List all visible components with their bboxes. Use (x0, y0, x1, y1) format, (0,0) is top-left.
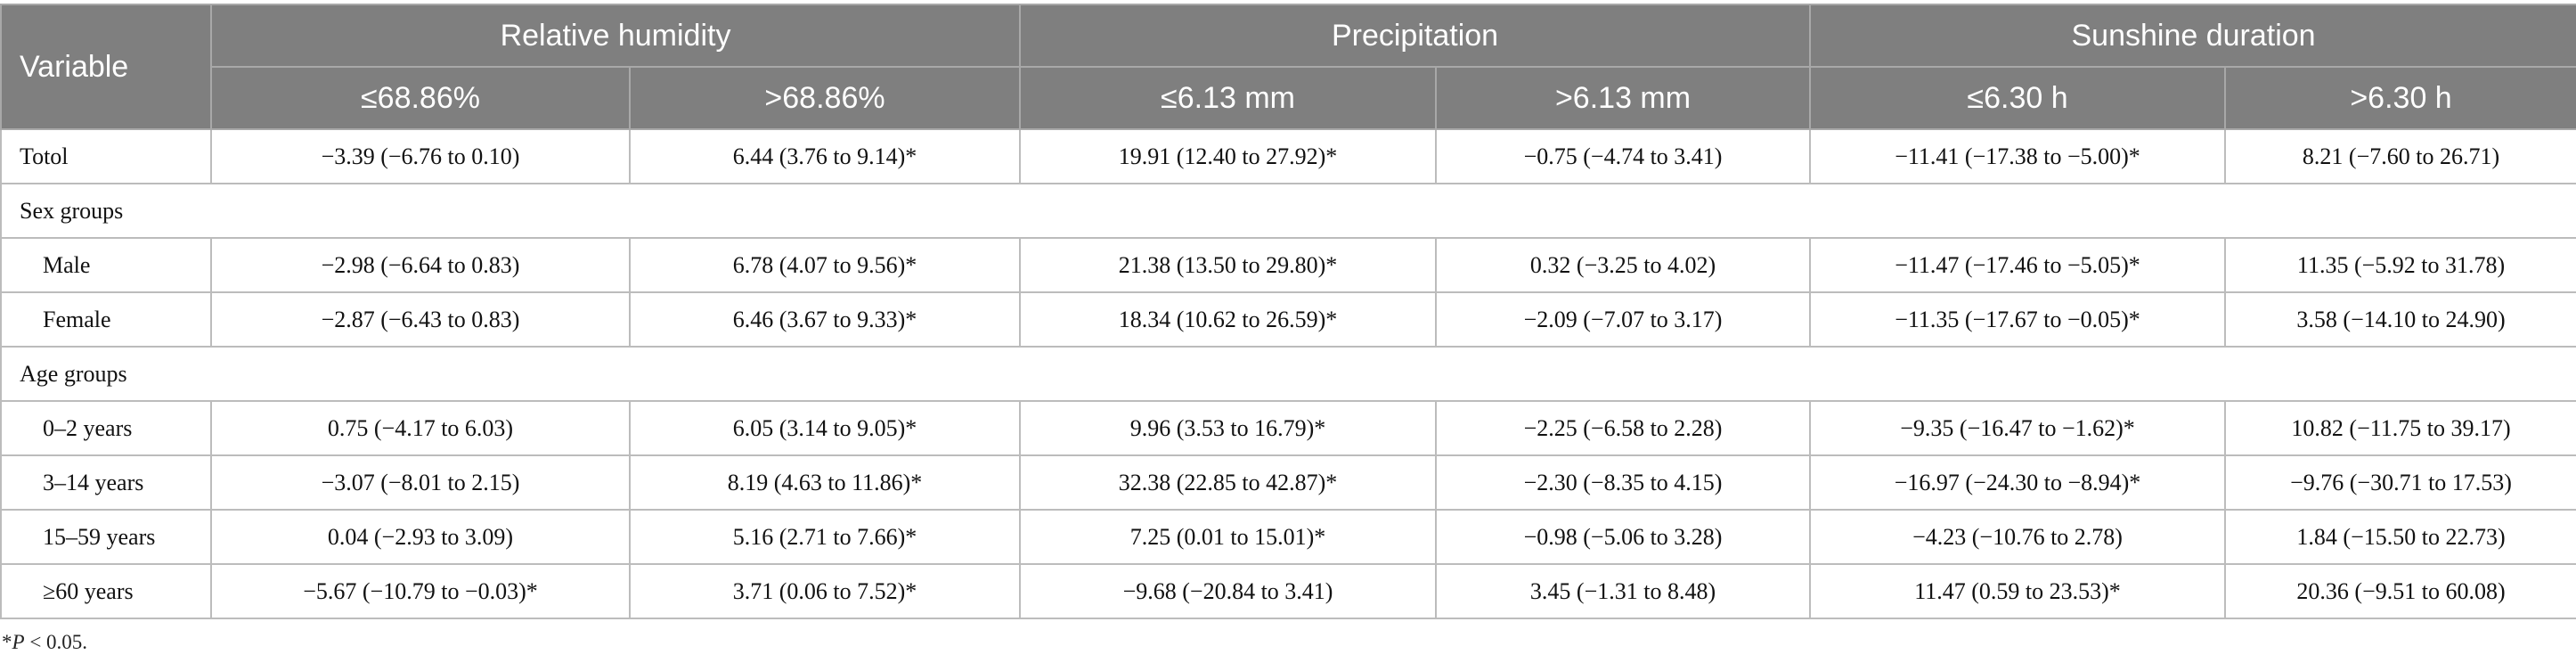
header-row-subgroups: ≤68.86% >68.86% ≤6.13 mm >6.13 mm ≤6.30 … (1, 66, 2576, 130)
row-label: Totol (0, 128, 212, 184)
table-cell: −11.35 (−17.67 to −0.05)* (1809, 291, 2227, 348)
table-cell: −11.47 (−17.46 to −5.05)* (1809, 237, 2227, 293)
table-cell: 3.45 (−1.31 to 8.48) (1435, 563, 1812, 619)
table-row: 15–59 years 0.04 (−2.93 to 3.09) 5.16 (2.7… (0, 509, 2576, 565)
table-cell: −2.09 (−7.07 to 3.17) (1435, 291, 1812, 348)
table-cell: 6.78 (4.07 to 9.56)* (628, 237, 1022, 293)
table-row: Male −2.98 (−6.64 to 0.83) 6.78 (4.07 to 9… (0, 237, 2576, 293)
table-cell: 7.25 (0.01 to 15.01)* (1019, 509, 1438, 565)
table-cell: 11.35 (−5.92 to 31.78) (2224, 237, 2576, 293)
table-cell: −2.87 (−6.43 to 0.83) (210, 291, 631, 348)
table-cell: 10.82 (−11.75 to 39.17) (2224, 400, 2576, 456)
table-cell: −3.39 (−6.76 to 0.10) (210, 128, 631, 184)
table-cell: −2.30 (−8.35 to 4.15) (1435, 454, 1812, 511)
row-label: 3–14 years (0, 454, 212, 511)
row-label: ≥60 years (0, 563, 212, 619)
group-row: Age groups (0, 346, 2576, 402)
table-cell: 0.04 (−2.93 to 3.09) (210, 509, 631, 565)
group-header-sunshine-duration: Sunshine duration (1809, 4, 2576, 68)
table-cell: 11.47 (0.59 to 23.53)* (1809, 563, 2227, 619)
table-cell: −9.76 (−30.71 to 17.53) (2224, 454, 2576, 511)
row-label: Female (0, 291, 212, 348)
row-label: 15–59 years (0, 509, 212, 565)
table-cell: 6.05 (3.14 to 9.05)* (628, 400, 1022, 456)
table-cell: 18.34 (10.62 to 26.59)* (1019, 291, 1438, 348)
table-cell: 5.16 (2.71 to 7.66)* (628, 509, 1022, 565)
table-cell: 19.91 (12.40 to 27.92)* (1019, 128, 1438, 184)
table-cell: −11.41 (−17.38 to −5.00)* (1809, 128, 2227, 184)
table-cell: 3.58 (−14.10 to 24.90) (2224, 291, 2576, 348)
table-cell: −0.75 (−4.74 to 3.41) (1435, 128, 1812, 184)
table-cell: −0.98 (−5.06 to 3.28) (1435, 509, 1812, 565)
table-cell: 0.32 (−3.25 to 4.02) (1435, 237, 1812, 293)
table-cell: −9.35 (−16.47 to −1.62)* (1809, 400, 2227, 456)
table-cell: −2.98 (−6.64 to 0.83) (210, 237, 631, 293)
table-row: Female −2.87 (−6.43 to 0.83) 6.46 (3.67 to… (0, 291, 2576, 348)
footnote-p-symbol: P (12, 631, 25, 653)
table-cell: 20.36 (−9.51 to 60.08) (2224, 563, 2576, 619)
row-label: 0–2 years (0, 400, 212, 456)
table-cell: 8.21 (−7.60 to 26.71) (2224, 128, 2576, 184)
table-body: Totol −3.39 (−6.76 to 0.10) 6.44 (3.76 to … (0, 128, 2576, 619)
subheader-rh-low: ≤68.86% (210, 66, 631, 130)
variable-header: Variable (0, 4, 212, 130)
table-row: 0–2 years 0.75 (−4.17 to 6.03) 6.05 (3.14 … (0, 400, 2576, 456)
table-cell: 32.38 (22.85 to 42.87)* (1019, 454, 1438, 511)
header-row-groups: Variable Relative humidity Precipitation… (0, 4, 2576, 130)
results-table: Variable Relative humidity Precipitation… (0, 4, 2576, 619)
table-cell: 8.19 (4.63 to 11.86)* (628, 454, 1022, 511)
table-cell: 3.71 (0.06 to 7.52)* (628, 563, 1022, 619)
group-header-precipitation: Precipitation (1019, 4, 1812, 68)
group-label: Age groups (0, 346, 2576, 402)
table-cell: 6.46 (3.67 to 9.33)* (628, 291, 1022, 348)
table-header: Variable Relative humidity Precipitation… (0, 4, 2576, 130)
group-label: Sex groups (0, 183, 2576, 239)
table-cell: 0.75 (−4.17 to 6.03) (210, 400, 631, 456)
subheader-precip-low: ≤6.13 mm (1019, 66, 1438, 130)
row-label: Male (0, 237, 212, 293)
table-row: ≥60 years −5.67 (−10.79 to −0.03)* 3.71 (0… (0, 563, 2576, 619)
table-row: 3–14 years −3.07 (−8.01 to 2.15) 8.19 (4.6… (0, 454, 2576, 511)
subheader-sun-high: >6.30 h (2224, 66, 2576, 130)
table-cell: 6.44 (3.76 to 9.14)* (628, 128, 1022, 184)
footnote-text: < 0.05. (24, 631, 88, 653)
table-row: Totol −3.39 (−6.76 to 0.10) 6.44 (3.76 to … (0, 128, 2576, 184)
subheader-precip-high: >6.13 mm (1435, 66, 1812, 130)
subheader-sun-low: ≤6.30 h (1809, 66, 2227, 130)
table-cell: 21.38 (13.50 to 29.80)* (1019, 237, 1438, 293)
table-cell: −16.97 (−24.30 to −8.94)* (1809, 454, 2227, 511)
table-cell: −3.07 (−8.01 to 2.15) (210, 454, 631, 511)
subheader-rh-high: >68.86% (628, 66, 1022, 130)
table-cell: 9.96 (3.53 to 16.79)* (1019, 400, 1438, 456)
table-cell: −5.67 (−10.79 to −0.03)* (210, 563, 631, 619)
group-header-relative-humidity: Relative humidity (209, 4, 1022, 68)
table-cell: −4.23 (−10.76 to 2.78) (1809, 509, 2227, 565)
table-cell: 1.84 (−15.50 to 22.73) (2224, 509, 2576, 565)
table-cell: −9.68 (−20.84 to 3.41) (1019, 563, 1438, 619)
footnote-marker: * (2, 631, 12, 653)
footnote: *P < 0.05. (2, 631, 87, 654)
table-cell: −2.25 (−6.58 to 2.28) (1435, 400, 1812, 456)
group-row: Sex groups (0, 183, 2576, 239)
